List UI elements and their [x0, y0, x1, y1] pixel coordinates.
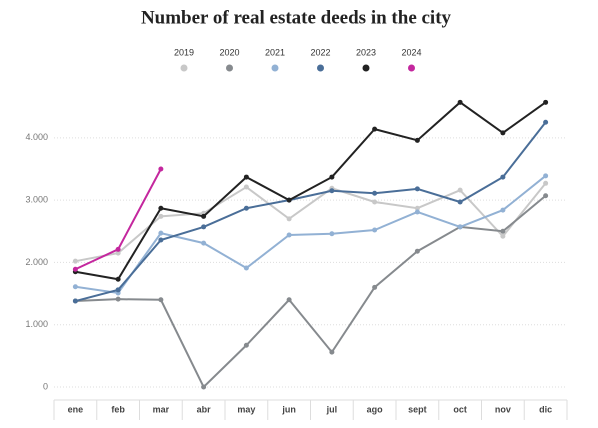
x-tick-label: feb — [111, 404, 125, 414]
point — [500, 207, 506, 213]
y-tick-label: 1.000 — [25, 319, 48, 329]
point — [543, 193, 549, 199]
x-tick-label: jun — [281, 404, 296, 414]
x-tick-label: jul — [326, 404, 338, 414]
point — [158, 213, 164, 219]
point — [500, 130, 506, 136]
point — [158, 237, 164, 243]
x-tick-label: dic — [539, 404, 552, 414]
point — [500, 233, 506, 239]
x-tick-label: ene — [68, 404, 84, 414]
point — [372, 227, 378, 233]
point — [115, 250, 121, 256]
point — [543, 173, 549, 179]
y-tick-label: 4.000 — [25, 132, 48, 142]
point — [500, 174, 506, 180]
y-tick-label: 0 — [43, 381, 48, 391]
point — [329, 174, 335, 180]
point — [158, 297, 164, 303]
legend-label: 2021 — [265, 47, 285, 57]
x-tick-label: abr — [197, 404, 212, 414]
point — [201, 224, 207, 230]
point — [115, 287, 121, 293]
series-line — [75, 101, 547, 281]
legend-dot — [271, 64, 279, 72]
legend-dot — [180, 64, 188, 72]
point — [372, 199, 378, 205]
point — [414, 137, 420, 143]
legend-label: 2024 — [401, 47, 421, 57]
legend-label: 2023 — [356, 47, 376, 57]
legend-dot — [408, 64, 415, 72]
legend-label: 2022 — [310, 47, 330, 57]
point — [457, 187, 463, 193]
legend-label: 2020 — [219, 47, 239, 57]
point — [329, 231, 335, 237]
point — [201, 240, 207, 246]
x-tick-label: may — [237, 404, 255, 414]
point — [329, 349, 335, 355]
point — [500, 228, 506, 234]
legend-dot — [317, 64, 324, 72]
point — [72, 284, 78, 290]
legend-dot — [226, 64, 233, 72]
point — [414, 248, 420, 254]
point — [72, 258, 78, 264]
point — [243, 184, 249, 190]
point — [457, 99, 463, 105]
point — [414, 205, 420, 211]
legend-dot — [362, 64, 370, 72]
point — [286, 297, 292, 303]
x-tick-label: ago — [367, 404, 384, 414]
x-tick-label: mar — [153, 404, 170, 414]
series-line — [75, 175, 547, 295]
x-tick-label: sept — [408, 404, 427, 414]
point — [158, 230, 164, 236]
point — [158, 166, 164, 172]
point — [457, 199, 463, 205]
point — [372, 284, 378, 290]
point — [201, 213, 207, 219]
point — [72, 298, 78, 304]
point — [286, 197, 292, 203]
chart-title: Number of real estate deeds in the city — [141, 7, 452, 28]
point — [72, 266, 78, 272]
point — [115, 296, 121, 302]
point — [457, 224, 463, 230]
legend-label: 2019 — [174, 47, 194, 57]
point — [243, 265, 249, 271]
point — [543, 119, 549, 125]
point — [543, 99, 549, 105]
point — [414, 186, 420, 192]
point — [243, 342, 249, 348]
point — [243, 205, 249, 211]
point — [286, 216, 292, 222]
x-tick-label: oct — [453, 404, 467, 414]
point — [543, 180, 549, 186]
point — [115, 246, 121, 252]
series-line — [75, 121, 547, 303]
x-tick-label: nov — [495, 404, 511, 414]
point — [201, 384, 207, 390]
point — [243, 174, 249, 180]
series-line — [75, 194, 547, 389]
point — [115, 276, 121, 282]
point — [414, 209, 420, 215]
point — [372, 126, 378, 132]
point — [372, 190, 378, 196]
point — [158, 205, 164, 211]
y-tick-label: 3.000 — [25, 195, 48, 205]
y-tick-label: 2.000 — [25, 257, 48, 267]
point — [286, 232, 292, 238]
point — [329, 188, 335, 194]
